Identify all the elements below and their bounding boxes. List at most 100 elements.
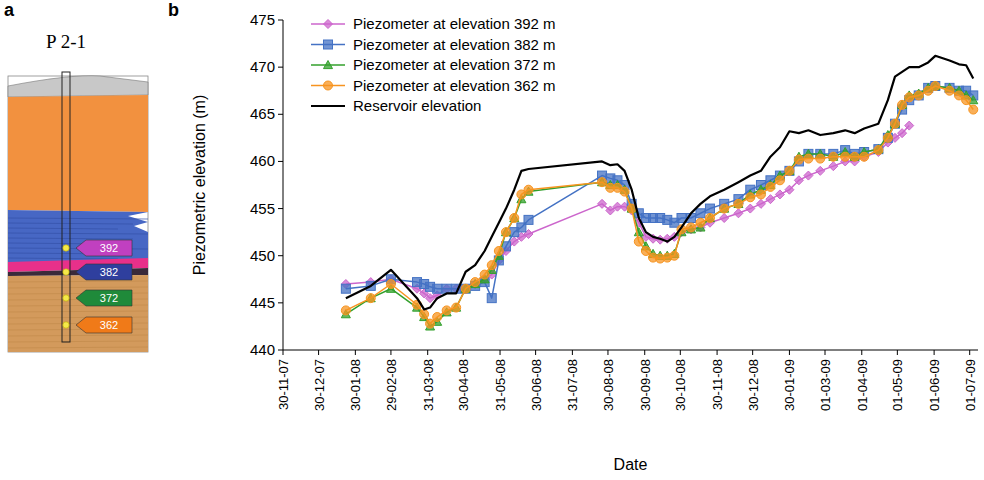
layer-blue — [8, 210, 148, 262]
piezometer-label: 382 — [100, 266, 118, 278]
layer-brown — [8, 275, 148, 352]
data-point — [442, 306, 451, 315]
y-tick — [278, 161, 283, 162]
legend: Piezometer at elevation 392 mPiezometer … — [311, 15, 556, 114]
panel-letter: b — [168, 0, 179, 20]
data-point — [914, 91, 923, 100]
data-point — [501, 228, 510, 236]
data-point — [816, 166, 825, 175]
x-tick-label: 30-01-09 — [782, 359, 797, 411]
data-point — [433, 284, 442, 293]
x-tick-label: 30-10-08 — [673, 359, 688, 411]
data-point — [850, 152, 859, 161]
piezometer-arrow — [76, 264, 132, 280]
piezometer-point — [63, 322, 69, 328]
piezometer-point — [63, 269, 69, 275]
data-point — [931, 82, 940, 91]
x-tick — [318, 350, 319, 355]
x-tick-label: 01-06-09 — [927, 359, 942, 411]
y-tick-label: 450 — [250, 247, 275, 264]
data-point — [696, 209, 705, 218]
data-point — [734, 199, 743, 207]
data-point — [720, 214, 729, 223]
y-tick-label: 440 — [250, 341, 275, 358]
layer-fill — [8, 76, 148, 97]
y-tick-label: 445 — [250, 294, 275, 311]
piezometer-point — [63, 295, 69, 301]
data-point — [785, 185, 794, 194]
data-point — [841, 152, 850, 161]
data-point — [804, 171, 813, 180]
data-point — [461, 284, 470, 293]
piezometer-point — [63, 245, 69, 251]
x-tick — [535, 350, 536, 355]
x-tick — [390, 350, 391, 355]
data-point — [890, 119, 899, 128]
series — [346, 56, 973, 310]
data-point — [962, 96, 971, 105]
x-tick — [969, 350, 970, 355]
y-axis-title: Piezometric elevation (m) — [191, 95, 208, 276]
piezometer-label: 372 — [100, 292, 118, 304]
data-point — [785, 166, 794, 175]
data-point — [433, 313, 442, 322]
data-point — [945, 86, 954, 95]
layer-streak — [8, 287, 148, 288]
series — [341, 82, 977, 329]
data-point — [461, 284, 470, 293]
x-tick-label: 30-12-07 — [312, 359, 327, 411]
data-point — [829, 162, 838, 171]
data-point — [386, 280, 395, 289]
y-tick — [278, 208, 283, 209]
data-point — [883, 133, 892, 142]
panel-letter: a — [4, 0, 15, 20]
data-point — [442, 284, 451, 293]
data-point — [756, 190, 765, 199]
data-point — [794, 155, 803, 164]
data-point — [686, 223, 695, 232]
legend-label: Piezometer at elevation 372 m — [353, 56, 556, 73]
x-tick — [427, 350, 428, 355]
piezometer-arrow — [76, 290, 132, 306]
data-point — [641, 247, 650, 256]
x-tick — [897, 350, 898, 355]
layer-streak — [8, 228, 118, 229]
data-point — [426, 319, 435, 328]
data-point — [785, 166, 794, 175]
data-point — [890, 119, 899, 127]
data-point — [420, 310, 429, 319]
layer-streak — [8, 258, 118, 259]
series — [341, 121, 913, 303]
data-point — [794, 176, 803, 185]
x-tick-label: 30-08-08 — [601, 359, 616, 411]
y-tick-label: 470 — [250, 58, 275, 75]
layer-streak — [8, 218, 148, 219]
data-point — [734, 199, 743, 208]
x-tick-label: 01-04-09 — [855, 359, 870, 411]
y-tick-label: 455 — [250, 200, 275, 217]
x-tick — [789, 350, 790, 355]
data-point — [816, 154, 825, 163]
y-tick — [278, 255, 283, 256]
x-tick — [572, 350, 573, 355]
x-tick — [861, 350, 862, 355]
y-tick-label: 475 — [250, 11, 275, 28]
data-point — [874, 146, 883, 155]
data-point — [898, 100, 907, 108]
x-tick — [644, 350, 645, 355]
piezometer-label: 392 — [100, 242, 118, 254]
x-tick — [752, 350, 753, 355]
data-point — [705, 214, 714, 222]
x-tick-label: 30-06-08 — [529, 359, 544, 411]
figure: abP 2-1392382372362440445450455460465470… — [0, 0, 984, 480]
layer-streak — [8, 347, 148, 348]
data-point — [804, 154, 813, 163]
data-point — [598, 178, 607, 187]
x-tick-label: 30-12-08 — [746, 359, 761, 411]
data-point — [898, 129, 907, 138]
layer-streak — [8, 311, 148, 312]
data-point — [860, 152, 869, 161]
data-point — [501, 228, 510, 237]
x-tick — [934, 350, 935, 355]
data-point — [746, 193, 755, 202]
